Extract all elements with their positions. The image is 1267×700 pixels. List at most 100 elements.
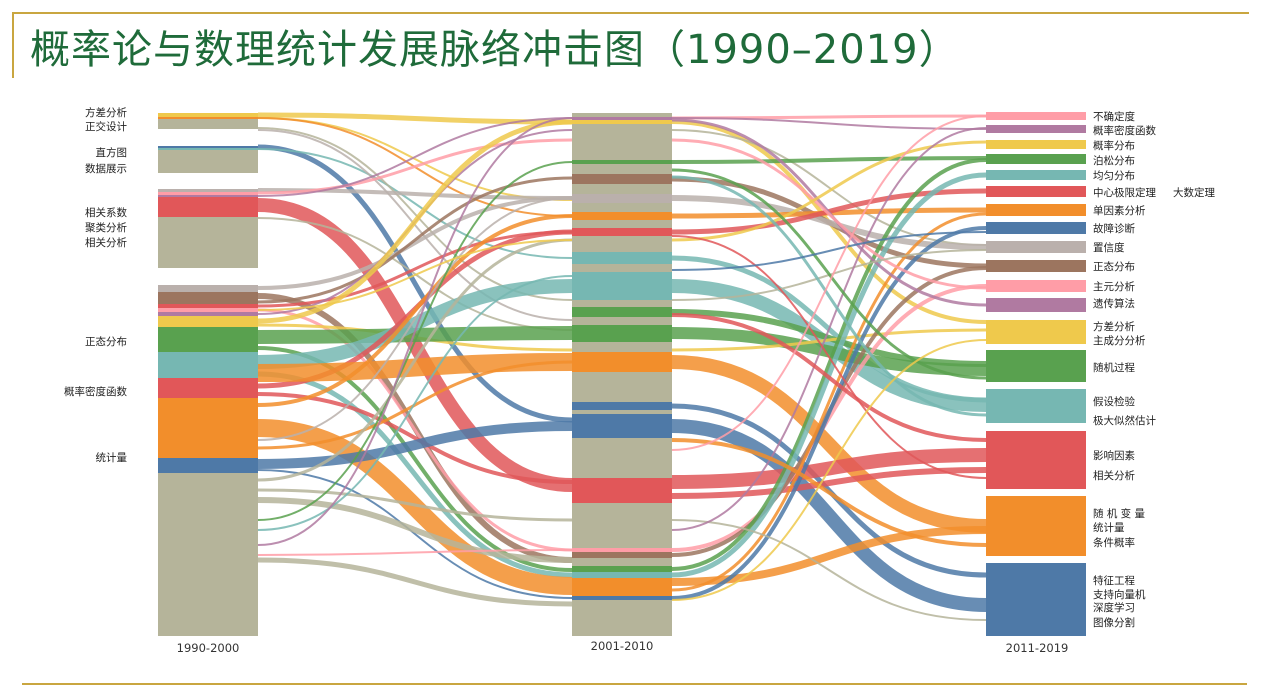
period-label-1990-2000: 1990-2000 xyxy=(177,641,240,655)
right-node-label: 均匀分布 xyxy=(1093,170,1135,182)
second-period-flow-4 xyxy=(671,156,987,164)
first-period-flow-35 xyxy=(257,557,573,607)
left-column-node-14 xyxy=(158,292,258,304)
left-column-node-10 xyxy=(158,197,258,217)
top-rule xyxy=(12,12,1249,14)
middle-column-node-16 xyxy=(572,244,672,252)
left-column-node-3 xyxy=(158,146,258,148)
labels-layer: 1990-2000 2001-2010 2011-2019 方差分析正交设计直方… xyxy=(64,106,1215,655)
first-period-flow-3 xyxy=(257,144,573,423)
right-node-label: 影响因素 xyxy=(1093,449,1135,462)
first-period-flow-20 xyxy=(257,326,573,344)
first-period-flow-36 xyxy=(257,197,573,441)
middle-column-node-30 xyxy=(572,414,672,438)
middle-column-node-34 xyxy=(572,510,672,548)
right-node-label: 单因素分析 xyxy=(1093,204,1146,217)
left-node-label: 数据展示 xyxy=(85,162,127,175)
first-period-flow-31 xyxy=(257,469,573,599)
right-node-label: 深度学习 xyxy=(1093,601,1135,614)
middle-column-node-25 xyxy=(572,352,672,372)
right-node-label: 相关分析 xyxy=(1093,469,1135,482)
right-node-label: 故障诊断 xyxy=(1093,222,1135,235)
middle-column-node-40 xyxy=(572,578,672,596)
second-period-flow-27 xyxy=(671,138,987,290)
left-column-node-8 xyxy=(158,192,258,195)
right-node-label: 图像分割 xyxy=(1093,616,1135,629)
second-period-flow-11 xyxy=(671,309,987,367)
middle-column-node-27 xyxy=(572,392,672,402)
middle-column-node-2 xyxy=(572,120,672,124)
slide-title: 概率论与数理统计发展脉络冲击图（1990–2019） xyxy=(30,27,960,73)
right-column-node-1 xyxy=(986,125,1086,133)
period-label-2011-2019: 2011-2019 xyxy=(1006,641,1069,655)
middle-column-node-42 xyxy=(572,600,672,636)
left-node-label: 相关系数 xyxy=(85,206,127,219)
right-node-label: 泊松分布 xyxy=(1093,154,1135,167)
second-period-flow-30 xyxy=(671,519,987,621)
left-column-node-24 xyxy=(158,473,258,636)
right-column-node-11 xyxy=(986,298,1086,312)
right-node-label: 遗传算法 xyxy=(1093,297,1135,310)
left-column-node-21 xyxy=(158,378,258,398)
left-column-node-7 xyxy=(158,189,258,192)
right-column-node-9 xyxy=(986,260,1086,272)
middle-column-node-7 xyxy=(572,164,672,174)
middle-column-node-1 xyxy=(572,117,672,120)
second-period-flow-16 xyxy=(671,419,987,612)
left-column-node-0 xyxy=(158,113,258,117)
second-period-flow-39 xyxy=(671,115,987,451)
flows-layer xyxy=(257,112,987,621)
middle-column-node-13 xyxy=(572,220,672,228)
middle-column-node-21 xyxy=(572,307,672,317)
first-period-flow-25 xyxy=(257,392,573,484)
right-node-label: 概率密度函数 xyxy=(1093,124,1156,137)
middle-column-node-11 xyxy=(572,203,672,212)
right-node-label: 假设检验 xyxy=(1093,395,1135,408)
second-period-flow-3 xyxy=(671,129,987,246)
left-column-node-19 xyxy=(158,327,258,352)
left-column-node-18 xyxy=(158,316,258,327)
middle-column-node-35 xyxy=(572,548,672,552)
right-column-node-7 xyxy=(986,222,1086,234)
first-period-flow-37 xyxy=(257,161,573,521)
second-period-flow-33 xyxy=(671,175,987,417)
left-column-node-23 xyxy=(158,458,258,473)
left-column-node-16 xyxy=(158,308,258,312)
first-period-flow-41 xyxy=(257,239,573,311)
second-period-flow-38 xyxy=(671,231,987,271)
right-column-node-12 xyxy=(986,320,1086,344)
left-column-node-6 xyxy=(158,156,258,173)
right-column-node-2 xyxy=(986,140,1086,149)
middle-column-node-37 xyxy=(572,558,672,566)
left-column-node-17 xyxy=(158,312,258,316)
first-period-flow-8 xyxy=(257,138,573,195)
first-period-flow-29 xyxy=(257,360,573,450)
left-column-node-22 xyxy=(158,398,258,458)
middle-column-node-24 xyxy=(572,342,672,352)
right-node-label: 概率分布 xyxy=(1093,139,1135,152)
middle-column-node-5 xyxy=(572,146,672,160)
right-node-label: 置信度 xyxy=(1093,241,1125,254)
left-column-node-11 xyxy=(158,217,258,220)
first-period-flow-28 xyxy=(257,419,573,595)
second-period-flow-13 xyxy=(671,355,987,533)
first-period-flow-10 xyxy=(257,198,573,492)
middle-column-node-26 xyxy=(572,372,672,392)
middle-column-node-17 xyxy=(572,252,672,264)
middle-column-node-9 xyxy=(572,184,672,194)
left-node-label: 统计量 xyxy=(96,451,128,464)
middle-column-node-20 xyxy=(572,300,672,307)
first-period-flow-26 xyxy=(257,353,573,382)
middle-column-node-22 xyxy=(572,317,672,325)
right-column-node-17 xyxy=(986,563,1086,636)
second-period-flow-32 xyxy=(671,168,987,380)
right-column-node-4 xyxy=(986,170,1086,180)
middle-column-node-31 xyxy=(572,438,672,478)
left-node-label: 聚类分析 xyxy=(85,221,127,234)
second-period-flow-37 xyxy=(671,339,987,601)
left-column-node-9 xyxy=(158,195,258,197)
right-node-label: 随 机 变 量 xyxy=(1093,507,1146,520)
middle-column-node-14 xyxy=(572,228,672,236)
first-period-flow-30 xyxy=(257,421,573,469)
